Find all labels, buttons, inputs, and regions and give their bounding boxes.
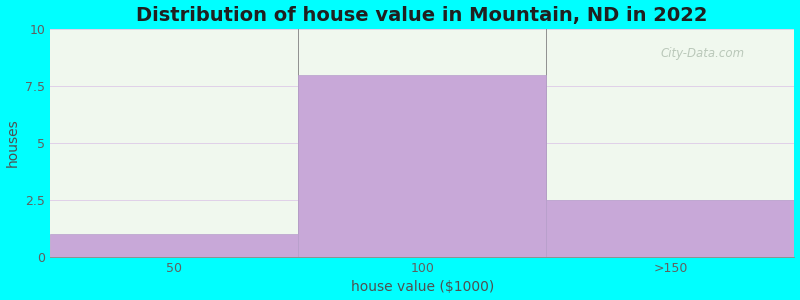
Y-axis label: houses: houses (6, 118, 19, 167)
Bar (50, 234, 298, 257)
Text: City-Data.com: City-Data.com (661, 47, 745, 60)
X-axis label: house value ($1000): house value ($1000) (350, 280, 494, 294)
Bar (298, 74, 546, 257)
Bar (546, 200, 794, 257)
Title: Distribution of house value in Mountain, ND in 2022: Distribution of house value in Mountain,… (137, 6, 708, 25)
